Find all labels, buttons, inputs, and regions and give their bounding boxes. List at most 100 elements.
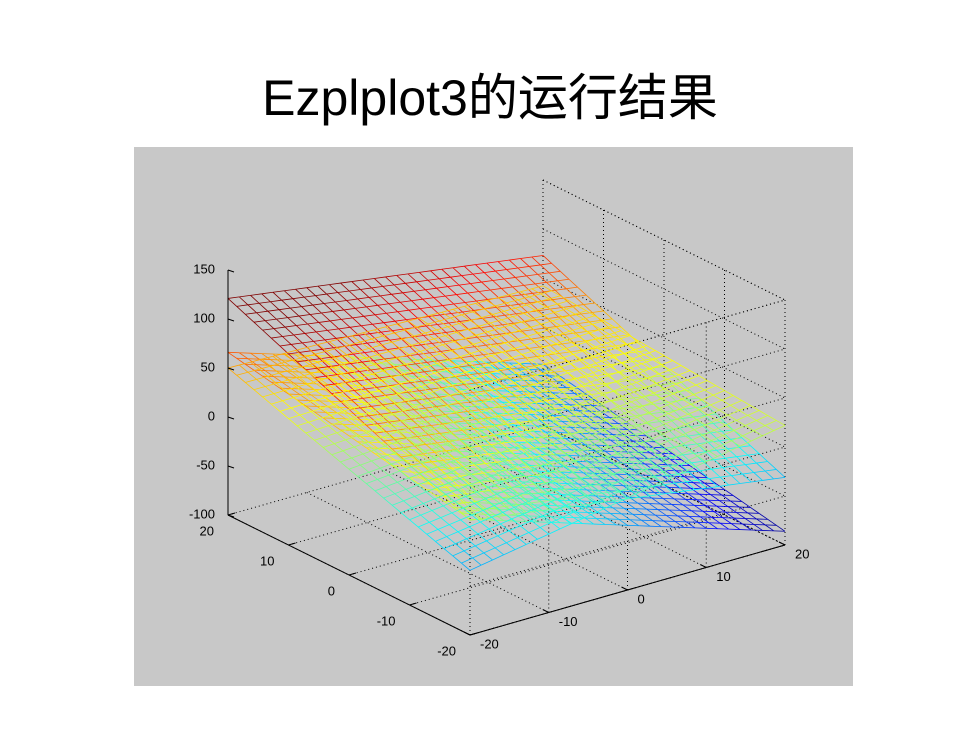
- mesh-line: [525, 474, 537, 477]
- mesh-line: [375, 312, 387, 316]
- mesh-line: [407, 432, 417, 439]
- mesh-line: [393, 437, 403, 444]
- mesh-line: [514, 544, 527, 550]
- mesh-line: [756, 518, 766, 526]
- mesh-line: [407, 391, 417, 401]
- mesh-line: [509, 376, 521, 379]
- mesh-line: [452, 384, 465, 387]
- mesh-line: [507, 330, 519, 335]
- mesh-line: [535, 453, 548, 459]
- mesh-line: [423, 333, 435, 336]
- mesh-line: [459, 478, 469, 486]
- mesh-line: [521, 385, 531, 393]
- mesh-line: [653, 388, 665, 394]
- mesh-line: [463, 265, 474, 275]
- mesh-line: [512, 286, 522, 296]
- mesh-line: [408, 426, 420, 429]
- mesh-line: [338, 380, 351, 385]
- mesh-line: [694, 461, 707, 468]
- mesh-line: [432, 378, 444, 384]
- mesh-line: [508, 259, 519, 269]
- mesh-line: [563, 296, 576, 299]
- mesh-line: [460, 514, 472, 521]
- mesh-line: [514, 475, 526, 479]
- mesh-line: [661, 360, 673, 366]
- mesh-line: [343, 363, 353, 372]
- mesh-line: [329, 341, 339, 349]
- mesh-line: [566, 413, 578, 419]
- mesh-line: [468, 480, 480, 486]
- mesh-line: [504, 431, 517, 435]
- mesh-line: [447, 438, 460, 444]
- mesh-line: [396, 431, 406, 439]
- mesh-line: [421, 426, 431, 434]
- mesh-line: [538, 447, 548, 454]
- mesh-line: [490, 319, 502, 324]
- mesh-line: [335, 357, 345, 365]
- mesh-line: [601, 479, 611, 486]
- mesh-line: [253, 369, 263, 377]
- mesh-line: [650, 402, 660, 409]
- mesh-line: [648, 503, 659, 510]
- mesh-line: [350, 363, 360, 372]
- mesh-line: [364, 400, 377, 405]
- mesh-line: [600, 438, 610, 447]
- mesh-line: [326, 350, 336, 359]
- mesh-line: [405, 283, 415, 292]
- mesh-line: [402, 443, 412, 450]
- mesh-line: [358, 383, 370, 388]
- mesh-line: [491, 389, 501, 397]
- mesh-line: [665, 418, 678, 425]
- mesh-line: [295, 354, 305, 362]
- mesh-line: [396, 437, 408, 443]
- mesh-line: [593, 385, 606, 390]
- mesh-line: [672, 453, 682, 461]
- mesh-line: [299, 414, 309, 423]
- mesh-line: [519, 525, 530, 533]
- mesh-line: [674, 498, 684, 506]
- mesh-line: [435, 488, 445, 497]
- mesh-line: [326, 347, 338, 352]
- mesh-line: [664, 470, 674, 477]
- mesh-line: [541, 414, 551, 422]
- mesh-line: [351, 356, 361, 364]
- mesh-line: [352, 317, 362, 327]
- mesh-line: [527, 466, 537, 476]
- mesh-line: [523, 283, 536, 286]
- mesh-line: [495, 449, 508, 455]
- mesh-line: [525, 497, 537, 503]
- mesh-line: [521, 318, 533, 323]
- mesh-line: [424, 408, 436, 414]
- mesh-line: [386, 396, 397, 405]
- mesh-line: [497, 496, 510, 499]
- mesh-line: [416, 279, 428, 283]
- mesh-line: [238, 364, 249, 373]
- mesh-line: [652, 471, 665, 477]
- mesh-line: [493, 434, 503, 444]
- mesh-line: [496, 489, 509, 495]
- mesh-line: [425, 289, 435, 298]
- mesh-line: [486, 262, 496, 272]
- mesh-line: [592, 468, 605, 474]
- mesh-line: [464, 337, 474, 345]
- mesh-line: [371, 287, 381, 297]
- mesh-line: [458, 284, 468, 294]
- mesh-line: [486, 540, 496, 549]
- mesh-line: [455, 428, 465, 435]
- mesh-line: [462, 428, 474, 431]
- mesh-line: [238, 296, 249, 306]
- mesh-line: [413, 335, 423, 343]
- mesh-line: [430, 429, 440, 438]
- mesh-line: [537, 392, 547, 401]
- mesh-line: [389, 383, 402, 388]
- mesh-line: [398, 393, 408, 401]
- mesh-line: [387, 430, 400, 436]
- mesh-line: [271, 336, 283, 339]
- mesh-line: [437, 398, 448, 406]
- mesh-line: [547, 471, 560, 474]
- mesh-line: [521, 473, 531, 481]
- mesh-line: [546, 476, 556, 484]
- mesh-line: [592, 323, 602, 330]
- mesh-line: [721, 395, 734, 401]
